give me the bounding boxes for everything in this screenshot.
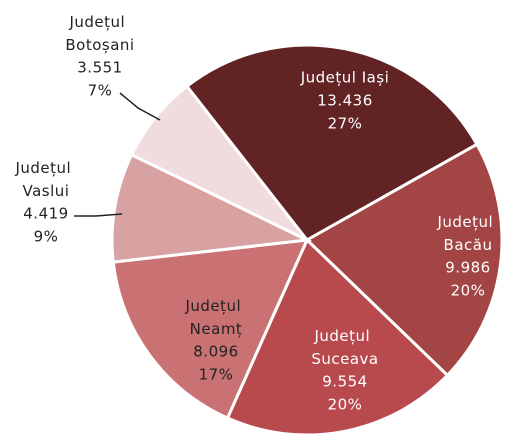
pie-slice [225, 237, 450, 437]
slice-category-label: Județul Botoșani [65, 13, 134, 54]
slice-value-label: 9.554 [322, 373, 367, 391]
slice-percent-label: 27% [328, 115, 363, 133]
label-line: Vaslui [23, 182, 70, 200]
label-line: Județul [436, 213, 498, 231]
pie-slice [111, 238, 310, 421]
label-line: Suceava [311, 350, 378, 368]
label-line: Județul [14, 159, 76, 177]
slice-percent-label: 9% [34, 228, 59, 246]
slice-value-label: 9.986 [445, 259, 490, 277]
label-line: Bacău [444, 236, 493, 254]
slice-category-label: Județul Neamț [184, 297, 246, 338]
pie-slice [184, 43, 479, 242]
label-line: Județul [313, 327, 375, 345]
slice-category-label: Județul Bacău [436, 213, 498, 254]
label-line: Neamț [190, 320, 243, 338]
slice-value-label: 3.551 [77, 59, 122, 77]
slice-value-label: 8.096 [193, 343, 238, 361]
label-line: Județul [68, 13, 130, 31]
leader-line [74, 213, 123, 217]
slice-value-label: 13.436 [317, 92, 373, 110]
slice-category-label: Județul Suceava [311, 327, 378, 368]
slice-percent-label: 7% [88, 82, 113, 100]
slice-category-label: Județul Vaslui [14, 159, 76, 200]
slice-category-label: Județul Iași [300, 69, 390, 87]
slice-percent-label: 20% [451, 282, 486, 300]
pie-slice [110, 152, 313, 264]
slice-percent-label: 17% [199, 366, 234, 384]
label-line: Județul [184, 297, 246, 315]
slice-value-label: 4.419 [23, 205, 68, 223]
leader-line [119, 92, 161, 121]
label-line: Botoșani [65, 36, 134, 54]
slice-percent-label: 20% [328, 396, 363, 414]
pie-slice [304, 142, 504, 378]
